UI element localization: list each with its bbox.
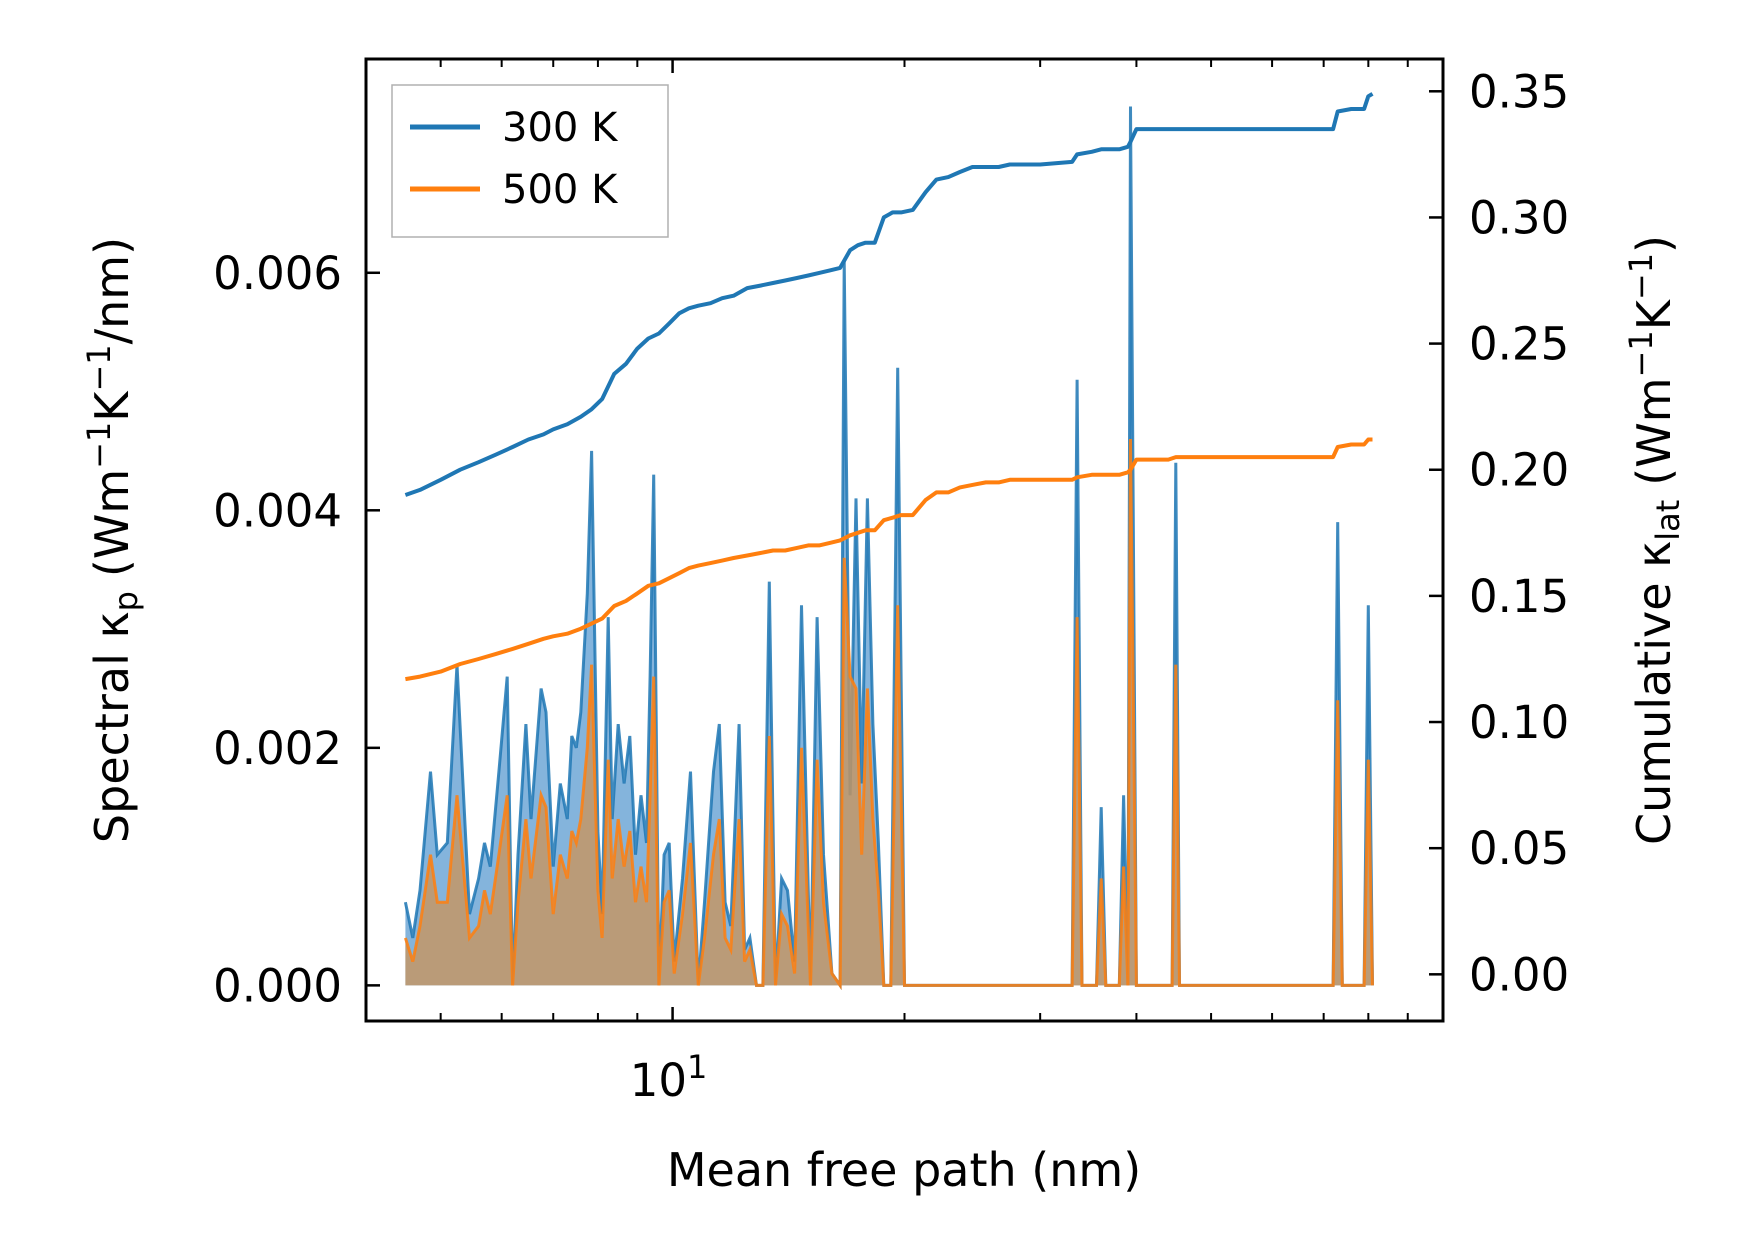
y-left-title-base: Spectral κ (85, 611, 139, 843)
y-left-axis-title: Spectral κp(Wm−1K−1/nm) (80, 237, 145, 843)
cumulative-line-500k (405, 437, 1373, 682)
y-left-tick-label: 0.006 (213, 247, 342, 300)
legend-frame (391, 84, 669, 238)
legend-label-500k: 500 K (502, 167, 619, 213)
cumulative-line-300k (404, 92, 1374, 497)
y-left-tick-label: 0.000 (213, 959, 342, 1012)
ticks-layer: 0.000 0.002 0.004 0.006 0.00 0.05 0.10 0.15 0.20… (213, 59, 1569, 1107)
y-left-title-units: (Wm (85, 469, 139, 577)
y-right-title-sup1: −1 (1622, 330, 1660, 377)
legend-label-300k: 300 K (502, 105, 619, 151)
y-right-tick-label: 0.05 (1469, 822, 1569, 875)
y-right-tick-label: 0.30 (1469, 191, 1569, 244)
y-left-title-mid: K (85, 390, 139, 422)
y-right-title-units: (Wm (1627, 377, 1681, 485)
y-right-tick-label: 0.15 (1469, 570, 1569, 623)
y-left-tick-label: 0.002 (213, 722, 342, 775)
y-right-axis-title: Cumulative κlat(Wm−1K−1) (1622, 235, 1687, 845)
y-right-title-mid: K (1627, 298, 1681, 330)
y-left-title-sub: p (107, 591, 145, 611)
y-right-tick-label: 0.35 (1469, 65, 1569, 118)
y-right-title-sup2: −1 (1622, 253, 1660, 300)
y-right-tick-label: 0.20 (1469, 444, 1569, 497)
spectral-line-500k (403, 438, 1374, 991)
y-right-tick-label: 0.25 (1469, 318, 1569, 371)
x-tick-label: 101 (630, 1048, 708, 1107)
y-right-title-sub: lat (1649, 500, 1687, 541)
y-right-tick-label: 0.00 (1469, 948, 1569, 1001)
y-right-tick-label: 0.10 (1469, 696, 1569, 749)
y-left-title-sup1: −1 (80, 422, 118, 469)
legend: 300 K 500 K (391, 84, 669, 238)
y-right-title-tail: ) (1627, 235, 1681, 253)
y-left-title-sup2: −1 (80, 344, 118, 391)
y-left-title-tail: /nm) (85, 237, 139, 344)
x-axis-title: Mean free path (nm) (667, 1143, 1141, 1197)
y-right-title-base: Cumulative κ (1627, 541, 1681, 845)
y-left-tick-label: 0.004 (213, 484, 342, 537)
spectral-layer (403, 106, 1374, 991)
cumulative-layer (404, 92, 1374, 682)
